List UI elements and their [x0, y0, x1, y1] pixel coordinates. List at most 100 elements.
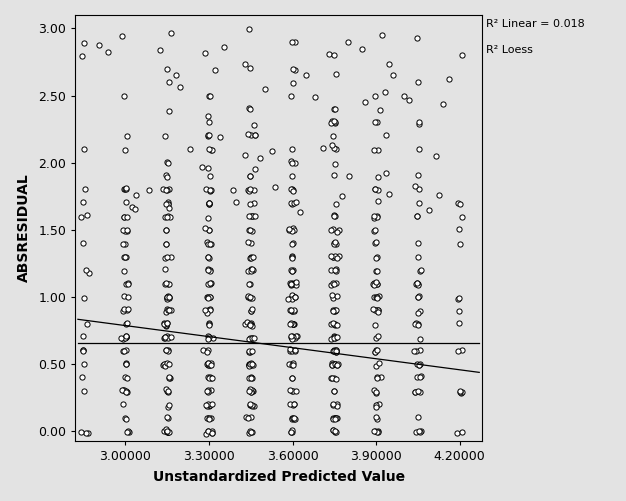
Point: [372, 428, 382, 436]
Point: [287, 254, 297, 262]
Point: [245, 401, 255, 409]
Point: [457, 388, 467, 396]
Point: [370, 321, 380, 329]
Point: [204, 200, 214, 208]
Point: [203, 427, 213, 435]
Point: [287, 361, 297, 369]
Point: [399, 92, 409, 100]
Point: [326, 374, 336, 382]
Point: [415, 360, 425, 368]
Point: [413, 320, 423, 328]
Point: [331, 334, 341, 342]
Point: [121, 333, 131, 341]
Point: [372, 294, 382, 302]
Point: [245, 401, 255, 409]
Point: [82, 320, 92, 328]
Point: [203, 293, 213, 301]
Point: [371, 306, 381, 314]
Point: [162, 173, 172, 181]
Point: [206, 361, 216, 369]
Point: [332, 321, 342, 329]
Point: [205, 280, 215, 288]
Point: [160, 334, 170, 342]
Point: [120, 146, 130, 154]
Point: [329, 333, 339, 341]
Point: [410, 388, 420, 396]
Point: [255, 154, 265, 162]
Point: [242, 413, 252, 421]
Point: [244, 292, 254, 300]
Point: [163, 346, 173, 354]
Point: [204, 118, 214, 126]
Point: [164, 185, 174, 193]
Point: [120, 373, 130, 381]
Point: [371, 239, 381, 247]
Point: [249, 402, 259, 410]
Point: [245, 427, 255, 435]
Point: [161, 346, 171, 354]
Point: [329, 211, 339, 219]
Point: [384, 190, 394, 198]
Point: [331, 265, 341, 273]
Point: [162, 213, 172, 221]
Point: [207, 359, 217, 367]
Point: [244, 335, 254, 343]
Point: [203, 240, 213, 248]
Point: [164, 374, 174, 382]
Point: [162, 413, 172, 421]
Point: [118, 185, 128, 193]
Point: [292, 281, 302, 289]
Point: [287, 307, 297, 315]
Point: [245, 280, 255, 288]
Point: [373, 427, 383, 435]
Point: [287, 400, 297, 408]
Point: [343, 38, 353, 46]
Point: [331, 306, 341, 314]
Point: [380, 88, 390, 96]
Point: [332, 402, 342, 410]
Point: [328, 426, 338, 434]
Point: [203, 333, 213, 341]
Point: [248, 361, 258, 369]
Point: [119, 92, 129, 100]
Point: [245, 348, 255, 356]
Point: [205, 172, 215, 180]
Point: [80, 386, 90, 394]
Point: [284, 226, 294, 234]
Point: [121, 184, 131, 192]
Point: [329, 387, 339, 395]
Point: [245, 254, 255, 262]
Point: [163, 293, 173, 301]
Point: [245, 360, 255, 368]
Point: [84, 269, 94, 277]
Point: [203, 386, 213, 394]
Point: [247, 359, 257, 367]
Point: [371, 213, 381, 221]
Point: [284, 224, 294, 232]
Point: [327, 292, 337, 300]
Point: [164, 306, 174, 314]
Point: [370, 118, 380, 126]
Point: [245, 254, 255, 262]
Point: [119, 213, 129, 221]
Point: [123, 427, 133, 435]
Point: [203, 92, 213, 100]
Point: [121, 280, 131, 288]
Point: [289, 414, 299, 422]
Point: [413, 34, 423, 42]
Point: [249, 185, 259, 193]
Point: [287, 185, 297, 193]
Point: [247, 267, 257, 275]
X-axis label: Unstandardized Predicted Value: Unstandardized Predicted Value: [153, 470, 404, 484]
Point: [334, 225, 344, 233]
Point: [200, 49, 210, 57]
Point: [381, 169, 391, 177]
Point: [207, 146, 217, 154]
Point: [330, 414, 340, 422]
Point: [329, 280, 339, 288]
Point: [414, 118, 424, 126]
Point: [327, 141, 337, 149]
Point: [372, 346, 382, 354]
Point: [413, 280, 423, 288]
Point: [215, 133, 225, 141]
